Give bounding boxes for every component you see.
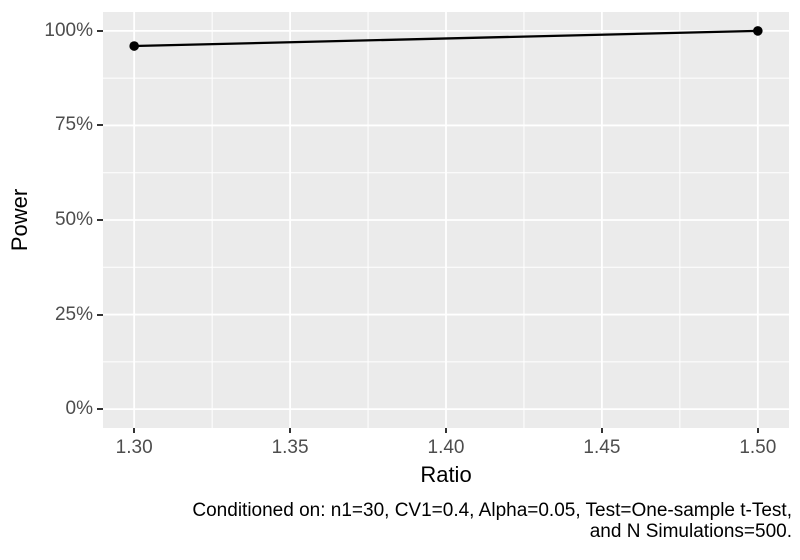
- x-tick-mark: [133, 428, 136, 433]
- y-tick-label: 25%: [54, 303, 93, 325]
- x-tick-label: 1.40: [427, 437, 465, 458]
- plot-area-svg: [103, 12, 789, 428]
- y-tick-label: 50%: [54, 209, 93, 230]
- data-point: [753, 26, 763, 36]
- series-line: [134, 29, 758, 48]
- y-tick-label: 75%: [54, 114, 93, 136]
- x-tick-label: 1.35: [271, 437, 309, 458]
- x-tick-label: 1.45: [583, 437, 621, 458]
- y-tick-label: 0%: [65, 398, 93, 420]
- y-tick-mark: [97, 408, 103, 411]
- y-tick-mark: [97, 124, 103, 127]
- caption-line-1: Conditioned on: n1=30, CV1=0.4, Alpha=0.…: [192, 500, 792, 521]
- x-tick-label: 1.30: [115, 437, 153, 458]
- plot-caption: Conditioned on: n1=30, CV1=0.4, Alpha=0.…: [192, 500, 792, 542]
- y-axis-title: Power: [7, 188, 32, 252]
- data-point: [129, 41, 139, 51]
- x-axis-title: Ratio: [420, 462, 472, 487]
- y-tick-label: 100%: [44, 19, 93, 41]
- y-tick-mark: [97, 313, 103, 316]
- caption-line-2: and N Simulations=500.: [589, 521, 792, 542]
- x-tick-label: 1.50: [739, 437, 777, 458]
- plot-panel: [103, 12, 789, 428]
- x-tick-mark: [445, 428, 447, 433]
- x-tick-mark: [289, 428, 292, 433]
- y-tick-mark: [97, 29, 103, 32]
- x-tick-mark: [600, 428, 603, 433]
- x-tick-mark: [756, 428, 759, 433]
- y-tick-mark: [97, 219, 103, 221]
